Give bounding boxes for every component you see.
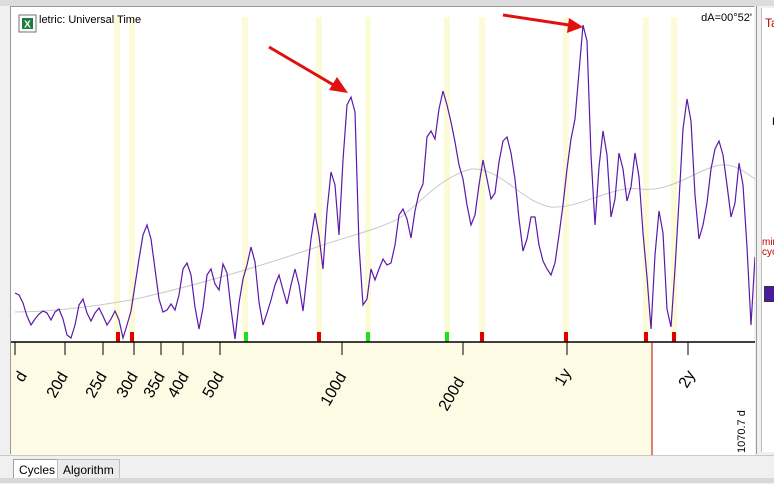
axis-tick-label: 1y: [552, 366, 575, 389]
toolbar-strip: [0, 0, 774, 6]
average-curve: [14, 164, 755, 313]
arrow-line: [502, 13, 570, 27]
spectrum-curve: [14, 24, 755, 341]
red-marker: [480, 332, 484, 342]
highlight-band: [671, 17, 677, 342]
chart-title: letric: Universal Time: [39, 14, 141, 26]
cycles-chart-panel[interactable]: d 20d 25d 30d 35d 40d 50d 100d 200d 1y 2…: [10, 6, 755, 455]
highlight-band: [129, 17, 135, 342]
panel-tab-label[interactable]: Ta: [765, 16, 774, 30]
panel-field-label: F: [772, 116, 774, 128]
red-marker: [130, 332, 134, 342]
right-panel-content: Ta F mir cyc: [761, 8, 774, 452]
right-side-panel: Ta F mir cyc: [756, 6, 774, 454]
bottom-scrollbar[interactable]: [0, 478, 774, 483]
red-marker: [644, 332, 648, 342]
highlight-band: [242, 17, 248, 342]
arrow-head: [329, 77, 348, 93]
tab-algorithm[interactable]: Algorithm: [57, 459, 120, 479]
red-marker: [564, 332, 568, 342]
panel-warning-line1: mir: [762, 237, 774, 248]
svg-text:X: X: [24, 20, 31, 31]
tab-cycles[interactable]: Cycles: [13, 459, 62, 479]
red-marker: [672, 332, 676, 342]
arrow-line: [268, 45, 338, 89]
angle-readout: dA=00°52': [701, 12, 752, 24]
cycles-chart[interactable]: d 20d 25d 30d 35d 40d 50d 100d 200d 1y 2…: [11, 7, 755, 455]
highlight-band: [114, 17, 120, 342]
highlight-band: [365, 17, 371, 342]
green-marker: [445, 332, 449, 342]
red-marker: [317, 332, 321, 342]
highlight-band: [643, 17, 649, 342]
color-swatch[interactable]: [764, 286, 774, 302]
cycle-markers: [116, 332, 676, 342]
axis-tick-label: 2y: [676, 368, 699, 391]
highlight-band: [479, 17, 485, 342]
excel-icon[interactable]: X: [18, 14, 37, 33]
arrow-head: [567, 18, 583, 33]
highlight-band: [316, 17, 322, 342]
axis-band-right: [652, 342, 755, 455]
red-marker: [116, 332, 120, 342]
axis-band: [11, 342, 652, 455]
cursor-value-label: 1070.7 d: [736, 410, 748, 453]
green-marker: [366, 332, 370, 342]
green-marker: [244, 332, 248, 342]
annotation-arrows: [268, 13, 583, 93]
axis-ticks: [14, 342, 689, 355]
panel-warning-line2: cyc: [762, 247, 774, 258]
